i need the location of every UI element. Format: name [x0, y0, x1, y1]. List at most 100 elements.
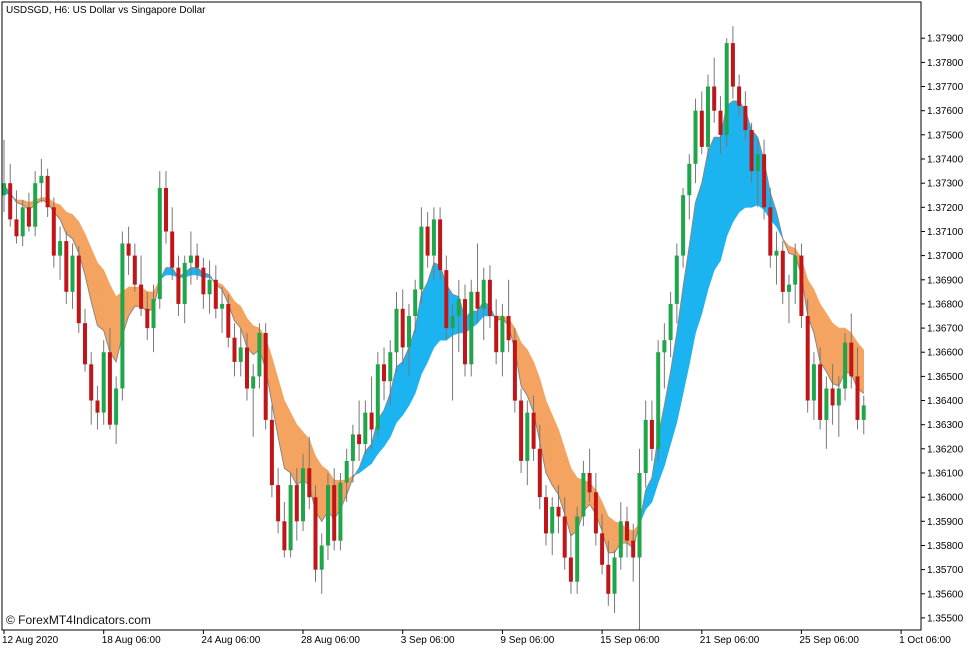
y-tick-label: 1.35900 — [927, 517, 964, 528]
candle — [332, 468, 337, 551]
candle — [612, 550, 617, 614]
candle-body-bull — [687, 163, 692, 196]
watermark-text: © ForexMT4Indicators.com — [6, 613, 151, 627]
candle — [606, 540, 611, 606]
candle-body-bear — [213, 279, 218, 309]
candle-body-bear — [400, 308, 405, 348]
candle-body-bull — [363, 412, 368, 444]
candle — [575, 506, 580, 594]
candle-body-bull — [824, 388, 829, 420]
candle-body-bull — [419, 226, 424, 290]
candle — [195, 243, 200, 280]
candle-body-bull — [39, 175, 44, 184]
candle-body-bull — [344, 460, 349, 483]
candle-body-bull — [793, 255, 798, 285]
candle — [319, 533, 324, 594]
candle — [413, 279, 418, 333]
candle — [699, 91, 704, 155]
band-segment — [433, 262, 441, 349]
candle — [512, 328, 517, 413]
candle-body-bull — [706, 86, 710, 147]
candle-body-bull — [114, 388, 119, 425]
candle — [39, 159, 44, 203]
candle — [425, 212, 430, 268]
y-tick-label: 1.37100 — [927, 227, 964, 238]
candle — [344, 448, 349, 502]
candle — [787, 274, 791, 324]
candle — [631, 523, 636, 582]
candle-body-bear — [512, 340, 517, 401]
candle — [350, 424, 355, 483]
candle-body-bear — [562, 516, 567, 558]
y-tick-label: 1.37600 — [927, 106, 964, 117]
candle-body-bear — [444, 270, 449, 329]
candle-body-bull — [431, 219, 436, 256]
candle — [431, 207, 436, 280]
candle — [394, 291, 399, 372]
candle — [730, 26, 735, 99]
candle — [681, 188, 686, 268]
y-tick-label: 1.36200 — [927, 444, 964, 455]
candle-body-bear — [494, 316, 499, 353]
x-tick-label: 28 Aug 06:00 — [301, 635, 360, 646]
candle — [363, 400, 368, 454]
candle-body-bear — [463, 299, 467, 365]
candle — [762, 139, 767, 220]
candle-body-bull — [674, 255, 679, 304]
y-tick-label: 1.36000 — [927, 493, 964, 504]
candle-body-bear — [313, 497, 318, 570]
candle-body-bear — [506, 316, 511, 341]
time-axis[interactable]: 12 Aug 2020 18 Aug 06:00 24 Aug 06:00 28 Au… — [2, 630, 951, 646]
candle — [45, 168, 50, 217]
y-tick-label: 1.37400 — [927, 155, 964, 166]
candle — [188, 231, 193, 285]
candle-body-bull — [643, 419, 648, 473]
candle — [687, 154, 692, 220]
y-tick-label: 1.35700 — [927, 565, 964, 576]
y-tick-label: 1.37700 — [927, 82, 964, 93]
candle-body-bear — [730, 43, 735, 87]
y-tick-label: 1.36900 — [927, 275, 964, 286]
candle-body-bull — [338, 482, 343, 541]
candle — [419, 207, 424, 304]
candle — [556, 485, 561, 534]
candle — [475, 243, 480, 324]
y-tick-label: 1.36300 — [927, 420, 964, 431]
candle-body-bear — [201, 267, 206, 295]
candle — [114, 376, 119, 444]
candle-body-bear — [164, 188, 168, 232]
band-segment — [819, 302, 827, 373]
candle-body-bear — [631, 540, 636, 558]
candle — [51, 197, 56, 268]
candle — [625, 506, 629, 558]
y-tick-label: 1.35800 — [927, 541, 964, 552]
candle — [132, 243, 137, 292]
x-tick-label: 25 Sep 06:00 — [799, 635, 859, 646]
candle — [263, 323, 268, 430]
y-tick-label: 1.37000 — [927, 251, 964, 262]
candle — [824, 376, 829, 449]
candle — [375, 352, 380, 437]
candle — [444, 255, 449, 341]
candle — [76, 246, 81, 333]
band-segment — [707, 137, 715, 290]
candle-body-bull — [693, 110, 698, 164]
candle — [83, 308, 87, 372]
candle-body-bull — [288, 485, 293, 551]
candle-body-bull — [681, 195, 686, 256]
candle — [251, 364, 256, 437]
candle-body-bull — [207, 279, 212, 295]
candle — [33, 171, 38, 237]
candle-body-bull — [350, 434, 355, 461]
price-axis[interactable]: 1.35500 1.35600 1.35700 1.35800 1.35900 1.360… — [921, 34, 964, 625]
candle — [581, 460, 586, 527]
candle-body-bull — [843, 342, 848, 389]
candle — [20, 200, 25, 246]
candle — [712, 57, 717, 123]
x-tick-label: 18 Aug 06:00 — [102, 635, 161, 646]
candle-body-bull — [319, 545, 324, 570]
candle — [456, 279, 461, 353]
candle-body-bull — [450, 316, 455, 329]
y-tick-label: 1.37300 — [927, 179, 964, 190]
